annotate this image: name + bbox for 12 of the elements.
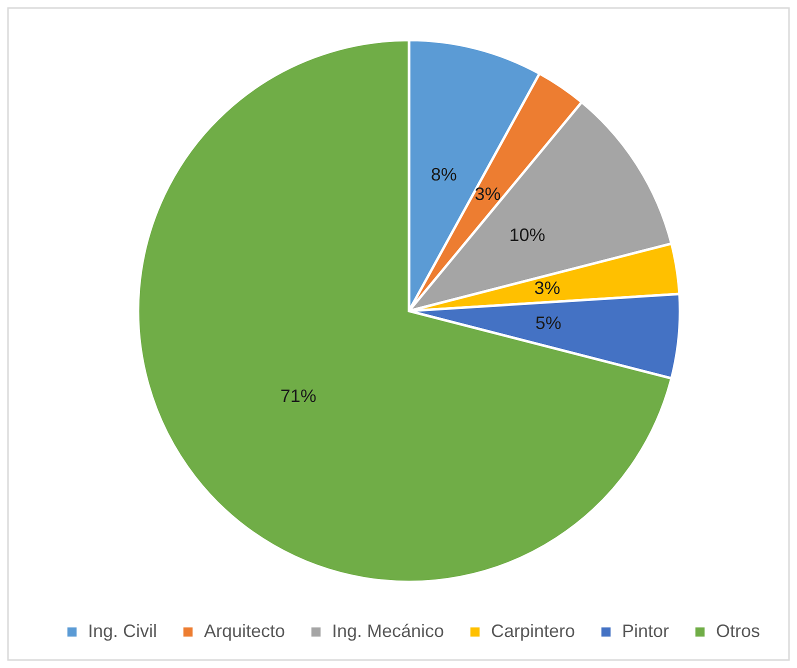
data-label: 71% (280, 386, 316, 406)
data-label: 5% (535, 313, 562, 334)
data-label: 8% (430, 164, 457, 184)
legend-label: Ing. Mecánico (332, 621, 444, 641)
legend-label: Carpintero (491, 621, 576, 641)
data-label: 3% (474, 184, 501, 204)
legend-label: Pintor (622, 621, 670, 641)
data-label: 3% (534, 278, 560, 298)
legend-label: Arquitecto (204, 621, 286, 641)
legend-label: Otros (716, 621, 760, 641)
legend-label: Ing. Civil (88, 621, 158, 641)
data-label: 10% (509, 224, 546, 245)
